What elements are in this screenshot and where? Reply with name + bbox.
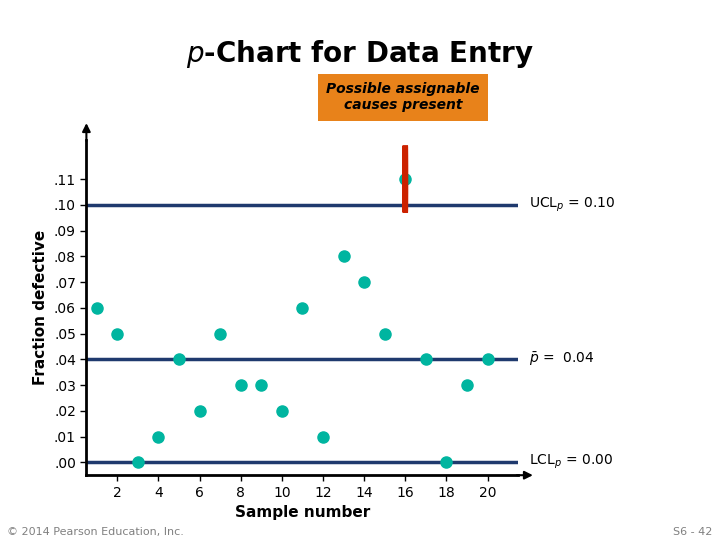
Text: Possible assignable
causes present: Possible assignable causes present bbox=[326, 82, 480, 112]
Text: © 2014 Pearson Education, Inc.: © 2014 Pearson Education, Inc. bbox=[7, 527, 184, 537]
Text: $p$-Chart for Data Entry: $p$-Chart for Data Entry bbox=[186, 38, 534, 70]
Y-axis label: Fraction defective: Fraction defective bbox=[33, 230, 48, 386]
Text: S6 - 42: S6 - 42 bbox=[673, 527, 713, 537]
Text: UCL$_p$ = 0.10: UCL$_p$ = 0.10 bbox=[529, 195, 616, 214]
Text: LCL$_p$ = 0.00: LCL$_p$ = 0.00 bbox=[529, 453, 613, 471]
X-axis label: Sample number: Sample number bbox=[235, 505, 370, 520]
Text: $\bar{p}$ =  0.04: $\bar{p}$ = 0.04 bbox=[529, 350, 595, 368]
